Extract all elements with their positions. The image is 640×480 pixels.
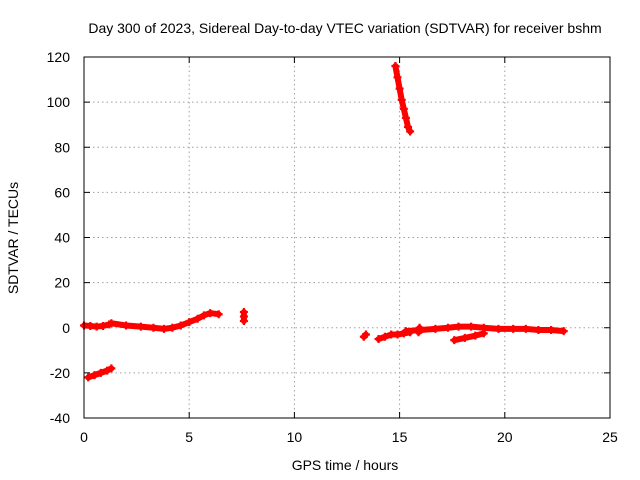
series-arc-8 [401, 322, 568, 336]
data-point [479, 329, 488, 338]
series-arc-1 [80, 320, 114, 331]
x-axis-label: GPS time / hours [292, 457, 399, 473]
y-tick-label: 120 [47, 49, 71, 65]
series-arc-5 [359, 330, 370, 341]
x-tick-label: 10 [287, 429, 303, 445]
data-point [239, 307, 248, 316]
y-tick-label: 40 [54, 230, 70, 246]
series-arc-10 [450, 329, 488, 345]
y-tick-label: 80 [54, 139, 70, 155]
series-arc-2 [84, 364, 116, 382]
data-point [559, 327, 568, 336]
y-axis-label: SDTVAR / TECUs [5, 182, 21, 294]
data-point [415, 323, 424, 332]
plot-frame [83, 56, 611, 419]
x-tick-label: 20 [497, 429, 513, 445]
series-arc-7 [391, 62, 415, 136]
y-tick-label: -20 [50, 365, 70, 381]
axis-ticks: 0 5 10 15 20 25 -40 -20 0 20 40 60 80 100 120 [47, 49, 618, 445]
series-arc-3 [107, 309, 223, 333]
data-point [107, 364, 116, 373]
series-arc-4 [239, 307, 248, 325]
x-tick-label: 25 [602, 429, 618, 445]
grid [84, 57, 610, 418]
x-tick-label: 0 [80, 429, 88, 445]
data-point [214, 310, 223, 319]
y-tick-label: -40 [50, 410, 70, 426]
series-arc-9 [414, 323, 424, 337]
y-tick-label: 20 [54, 275, 70, 291]
data-series [80, 62, 568, 382]
data-point [406, 127, 415, 136]
y-tick-label: 0 [62, 320, 70, 336]
chart-title: Day 300 of 2023, Sidereal Day-to-day VTE… [88, 20, 601, 36]
y-tick-label: 60 [54, 184, 70, 200]
y-tick-label: 100 [47, 94, 71, 110]
x-tick-label: 15 [392, 429, 408, 445]
data-point [361, 330, 370, 339]
x-tick-label: 5 [185, 429, 193, 445]
